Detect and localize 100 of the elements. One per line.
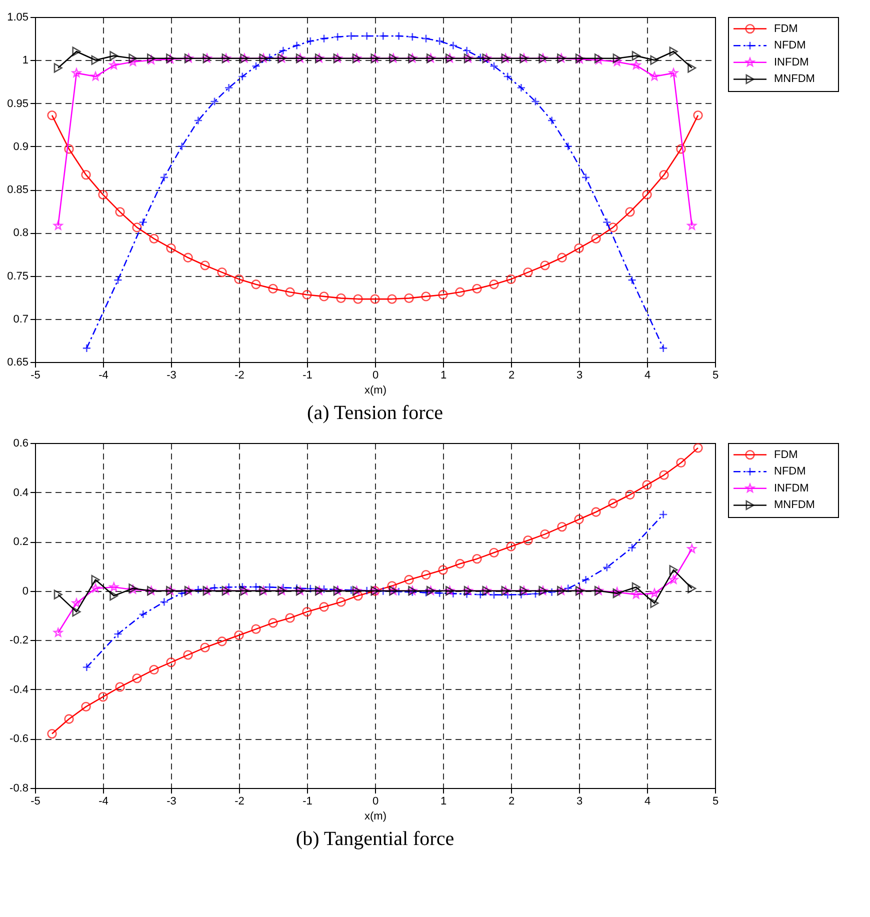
point: [631, 590, 641, 599]
x-tick-label: -5: [30, 370, 40, 382]
point: [490, 62, 498, 71]
point: [160, 173, 169, 182]
point: [628, 543, 636, 552]
point: [472, 284, 482, 294]
y-tick-label: 0.4: [13, 486, 28, 499]
point: [336, 293, 346, 303]
point: [109, 60, 119, 70]
point: [160, 598, 169, 606]
point: [503, 72, 512, 81]
y-tick-label: -0.4: [10, 684, 28, 696]
point: [489, 280, 499, 290]
point: [669, 46, 678, 56]
x-tick-label: -3: [166, 370, 176, 382]
point: [82, 344, 92, 353]
point: [506, 274, 516, 284]
point: [602, 563, 612, 572]
point: [591, 507, 601, 517]
point: [455, 558, 465, 569]
point: [91, 574, 100, 585]
point: [306, 584, 315, 594]
point: [658, 344, 668, 353]
text: (a) Tension force: [307, 402, 444, 424]
point: [210, 583, 219, 592]
point: [422, 34, 430, 43]
point: [602, 218, 612, 227]
point: [53, 628, 63, 637]
point: [115, 207, 125, 217]
point: [285, 287, 295, 297]
x-tick-label: 1: [440, 796, 447, 808]
point: [47, 728, 57, 739]
point: [166, 243, 176, 253]
x-tick-label: 5: [712, 370, 719, 382]
point: [72, 598, 82, 608]
legend-label: MNFDM: [774, 73, 815, 86]
point: [319, 292, 329, 302]
point: [659, 470, 669, 480]
point: [435, 588, 444, 598]
point: [54, 63, 62, 73]
point: [64, 714, 74, 724]
point: [608, 498, 618, 508]
point: [346, 32, 356, 40]
x-tick-label: 4: [644, 796, 651, 808]
point: [650, 55, 659, 65]
point: [574, 243, 584, 253]
point: [557, 522, 567, 532]
point: [64, 144, 74, 154]
point: [408, 32, 417, 42]
y-tick-label: 0.8: [13, 227, 28, 240]
point: [149, 664, 159, 675]
x-tick-label: 5: [712, 796, 719, 808]
point: [455, 287, 465, 297]
point: [688, 63, 696, 73]
point: [438, 290, 448, 300]
point: [81, 170, 91, 180]
point: [224, 83, 234, 92]
x-tick-label: -1: [302, 796, 312, 808]
point: [489, 548, 499, 558]
y-tick-label: 0.9: [13, 140, 28, 153]
y-tick-label: 0: [22, 585, 28, 598]
point: [98, 692, 108, 702]
point: [138, 218, 148, 227]
point: [438, 565, 448, 575]
x-tick-label: -4: [98, 796, 108, 808]
point: [110, 590, 118, 601]
x-tick-label: 2: [508, 796, 515, 808]
point: [177, 142, 186, 151]
point: [687, 544, 697, 553]
point: [625, 207, 635, 217]
y-tick-label: 0.95: [7, 98, 28, 110]
point: [693, 443, 703, 453]
x-tick-label: -2: [234, 370, 244, 382]
point: [166, 657, 176, 668]
point: [194, 116, 203, 125]
point: [540, 529, 550, 540]
point: [462, 46, 472, 56]
x-tick-label: 3: [576, 370, 583, 382]
point: [302, 606, 312, 617]
x-tick-label: -3: [166, 796, 176, 808]
point: [138, 610, 148, 619]
point: [516, 83, 526, 92]
point: [394, 32, 404, 40]
legend-label: NFDM: [774, 40, 806, 52]
point: [574, 514, 584, 524]
x-tick-label: -4: [98, 370, 108, 382]
point: [625, 490, 635, 500]
point: [285, 613, 295, 623]
point: [523, 267, 533, 278]
point: [668, 68, 678, 78]
point: [557, 252, 567, 262]
point: [353, 294, 363, 304]
point: [238, 72, 247, 81]
legend-label: FDM: [774, 448, 798, 461]
point: [531, 589, 540, 598]
point: [90, 72, 100, 81]
point: [177, 588, 186, 598]
point: [669, 565, 678, 575]
point: [252, 582, 260, 592]
x-tick-label: 2: [508, 370, 515, 382]
